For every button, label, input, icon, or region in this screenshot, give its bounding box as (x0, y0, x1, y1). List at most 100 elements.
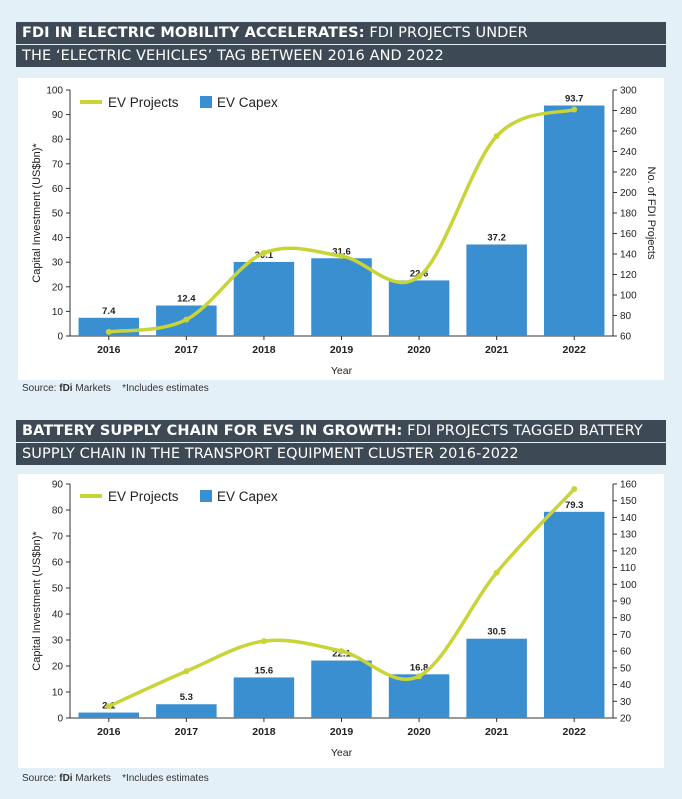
chart1-xtick-label: 2020 (407, 344, 431, 356)
chart2-line-point (260, 638, 267, 645)
chart1-bar-label: 7.4 (102, 306, 116, 317)
chart2-bar (311, 660, 372, 718)
chart2-bar (466, 638, 527, 718)
chart1-bar-label: 31.6 (332, 246, 351, 257)
chart1-xlabel: Year (331, 365, 353, 377)
chart2-ytick-label: 50 (52, 584, 64, 595)
chart2-line-point (338, 648, 345, 655)
chart1-ytick-label: 10 (52, 307, 64, 318)
chart2-ytick-label: 30 (52, 636, 64, 647)
chart1-y2tick-label: 240 (620, 147, 637, 158)
chart2-bar (233, 677, 295, 718)
chart2-ytick-label: 10 (52, 688, 64, 699)
chart2-xtick-label: 2018 (252, 726, 276, 738)
chart2-note: *Includes estimates (122, 773, 209, 784)
chart1-ytick-label: 30 (52, 258, 64, 269)
chart1-legend-line-label: EV Projects (108, 95, 179, 110)
chart1-ytick-label: 100 (46, 86, 63, 97)
chart2-line-point (105, 703, 112, 710)
chart2-bar (78, 712, 140, 718)
chart1-y2tick-label: 160 (620, 229, 637, 240)
chart1-y2tick-label: 260 (620, 127, 637, 138)
chart2-ytick-label: 90 (52, 480, 64, 491)
chart1-ytick-label: 20 (52, 282, 64, 293)
chart1-legend-bar-swatch (200, 96, 212, 108)
chart2-y2tick-label: 160 (620, 480, 637, 491)
chart1-title-bold: FDI IN ELECTRIC MOBILITY ACCELERATES: (22, 25, 365, 41)
chart2-ytick-label: 80 (52, 506, 64, 517)
chart2-line-point (183, 668, 190, 675)
chart2-ylabel: Capital Investment (US$bn)* (31, 531, 43, 671)
chart1-y2tick-label: 120 (620, 270, 637, 281)
chart2-line-point (493, 569, 500, 576)
chart1-ytick-label: 80 (52, 135, 64, 146)
chart2-y2tick-label: 30 (620, 697, 632, 708)
chart2-xtick-label: 2019 (330, 726, 354, 738)
chart1-source-brand: fDi (59, 383, 73, 394)
chart1-xtick-label: 2017 (175, 344, 199, 356)
chart2-ytick-label: 40 (52, 610, 64, 621)
chart1-line-point (571, 106, 578, 113)
chart2-line-point (571, 486, 578, 493)
chart1-title-line1: FDI IN ELECTRIC MOBILITY ACCELERATES: FD… (16, 22, 666, 44)
chart1-bar-label: 37.2 (487, 232, 506, 243)
chart1-xtick-label: 2021 (485, 344, 509, 356)
chart2-ytick-label: 0 (57, 714, 63, 725)
chart1-xtick-label: 2019 (330, 344, 354, 356)
chart1-y2tick-label: 280 (620, 106, 637, 117)
chart2-bar-label: 5.3 (180, 692, 193, 703)
chart1-bar (233, 261, 295, 336)
chart1-ytick-label: 40 (52, 233, 64, 244)
chart1-source: Source: fDi Markets *Includes estimates (22, 383, 209, 394)
chart2-bar-label: 15.6 (255, 665, 274, 676)
chart1-note: *Includes estimates (122, 383, 209, 394)
chart2-title-line1: BATTERY SUPPLY CHAIN FOR EVS IN GROWTH: … (16, 420, 666, 442)
chart1-y2label: No. of FDI Projects (645, 167, 657, 260)
chart1-line-point (105, 328, 112, 335)
chart1-title-rest: FDI PROJECTS UNDER (364, 25, 528, 41)
chart2-y2tick-label: 60 (620, 647, 632, 658)
chart2-legend-bar-swatch (200, 490, 212, 502)
chart2-y2tick-label: 40 (620, 680, 632, 691)
chart2-bar (156, 704, 217, 718)
chart2-title-bold: BATTERY SUPPLY CHAIN FOR EVS IN GROWTH: (22, 423, 403, 439)
chart1-line-point (260, 249, 267, 256)
chart1-xtick-label: 2022 (563, 344, 587, 356)
chart1-ytick-label: 50 (52, 209, 64, 220)
chart2-ytick-label: 20 (52, 662, 64, 673)
chart1-line-point (183, 316, 190, 323)
chart2-legend-line-label: EV Projects (108, 489, 179, 504)
chart1-ytick-label: 60 (52, 184, 64, 195)
chart2-y2tick-label: 100 (620, 580, 637, 591)
chart2-source-label: Source: (22, 773, 60, 784)
chart1-title-line2: THE ‘ELECTRIC VEHICLES’ TAG BETWEEN 2016… (16, 45, 666, 67)
chart1-y2tick-label: 180 (620, 209, 637, 220)
chart1-y2tick-label: 140 (620, 250, 637, 261)
chart2-xtick-label: 2022 (563, 726, 587, 738)
chart1-ytick-label: 70 (52, 159, 64, 170)
chart2-y2tick-label: 120 (620, 546, 637, 557)
chart1-y2tick-label: 300 (620, 86, 637, 97)
chart1-source-rest: Markets (72, 383, 111, 394)
chart2-xtick-label: 2016 (97, 726, 121, 738)
chart1-xtick-label: 2016 (97, 344, 121, 356)
chart2-bar-label: 30.5 (487, 627, 506, 638)
chart1-bar (466, 244, 527, 336)
chart2-y2tick-label: 130 (620, 530, 637, 541)
chart2-y2tick-label: 50 (620, 663, 632, 674)
chart2-source: Source: fDi Markets *Includes estimates (22, 773, 209, 784)
chart1-y2tick-label: 80 (620, 311, 632, 322)
chart2-y2tick-label: 110 (620, 563, 636, 574)
chart2-title-line2: SUPPLY CHAIN IN THE TRANSPORT EQUIPMENT … (16, 443, 666, 465)
chart1-y2tick-label: 60 (620, 332, 632, 343)
chart1-y2tick-label: 100 (620, 291, 637, 302)
chart2-panel: 0 10 20 30 40 50 60 70 80 90 20 30 40 50 60 70 80 90 100 11… (18, 474, 664, 768)
chart1-bar (543, 105, 605, 336)
chart2-source-brand: fDi (59, 773, 73, 784)
chart1-bar (311, 258, 372, 336)
chart1-y2tick-label: 200 (620, 188, 637, 199)
chart1-xtick-label: 2018 (252, 344, 276, 356)
chart2-title-rest: FDI PROJECTS TAGGED BATTERY (402, 423, 643, 439)
chart2-y2tick-label: 80 (620, 613, 632, 624)
chart2-bar-label: 16.8 (410, 662, 429, 673)
